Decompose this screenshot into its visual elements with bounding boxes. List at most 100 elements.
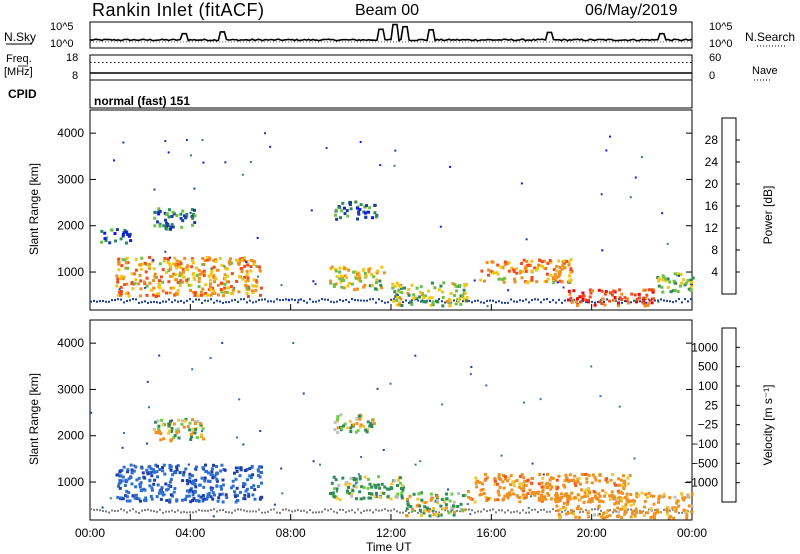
power-echo-cell	[453, 283, 457, 287]
velocity-gs-pixel	[204, 509, 206, 512]
velocity-echo-cell	[508, 491, 512, 495]
velocity-echo-cell	[199, 495, 203, 499]
velocity-echo-cell	[368, 492, 371, 495]
power-gs-pixel	[387, 301, 389, 304]
power-echo-cell	[115, 274, 119, 278]
velocity-echo-cell	[499, 477, 503, 481]
velocity-echo-cell	[685, 511, 689, 515]
velocity-echo-cell	[201, 466, 205, 470]
power-gs-pixel	[264, 298, 266, 301]
velocity-gs-pixel	[147, 508, 149, 511]
velocity-echo-cell	[336, 417, 340, 421]
velocity-noise-point	[414, 354, 417, 357]
velocity-echo-cell	[333, 487, 336, 491]
velocity-echo-cell	[150, 486, 154, 490]
velocity-echo-cell	[125, 495, 129, 499]
velocity-echo-cell	[598, 494, 602, 498]
power-echo-cell	[171, 210, 175, 214]
velocity-echo-cell	[198, 483, 202, 487]
power-echo-cell	[634, 300, 638, 304]
power-echo-cell	[671, 289, 675, 293]
power-echo-cell	[174, 263, 178, 267]
power-echo-cell	[380, 265, 384, 269]
power-echo-cell	[190, 257, 194, 261]
velocity-noise-point	[599, 395, 602, 398]
power-echo-cell	[193, 214, 197, 218]
velocity-echo-cell	[208, 480, 212, 483]
velocity-gs-pixel	[144, 509, 146, 512]
power-echo-cell	[461, 293, 465, 297]
velocity-echo-cell	[143, 488, 147, 492]
velocity-echo-cell	[568, 494, 572, 498]
velocity-echo-cell	[617, 491, 621, 495]
velocity-echo-cell	[628, 474, 632, 478]
power-noise-point	[640, 156, 643, 159]
power-echo-cell	[242, 258, 246, 262]
power-echo-cell	[555, 264, 559, 268]
power-echo-cell	[145, 284, 149, 288]
power-echo-cell	[178, 284, 182, 288]
power-ytick-label: 3000	[57, 172, 84, 186]
power-echo-cell	[548, 259, 552, 262]
power-gs-pixel	[681, 301, 683, 304]
velocity-gs-pixel	[99, 509, 101, 512]
nave-tick-bottom: 0	[709, 70, 716, 82]
power-echo-cell	[567, 279, 571, 283]
velocity-gs-pixel	[546, 510, 548, 513]
power-echo-cell	[185, 266, 189, 269]
velocity-echo-cell	[378, 495, 382, 499]
power-echo-cell	[620, 298, 624, 301]
power-echo-cell	[204, 283, 208, 287]
power-echo-cell	[554, 279, 558, 283]
velocity-gs-pixel	[582, 510, 584, 513]
power-echo-cell	[250, 289, 254, 293]
velocity-echo-cell	[665, 508, 669, 512]
velocity-noise-point	[539, 398, 542, 401]
velocity-gs-pixel	[261, 511, 263, 514]
velocity-echo-cell	[460, 508, 464, 512]
velocity-echo-cell	[187, 494, 191, 498]
power-echo-cell	[156, 220, 159, 224]
power-gs-pixel	[483, 301, 485, 304]
velocity-echo-cell	[570, 491, 574, 495]
velocity-echo-cell	[518, 500, 522, 504]
power-echo-cell	[200, 293, 203, 297]
power-gs-pixel	[585, 300, 587, 303]
power-gs-pixel	[660, 298, 662, 301]
velocity-echo-cell	[162, 437, 166, 441]
power-echo-cell	[549, 273, 553, 277]
power-echo-cell	[131, 287, 135, 291]
velocity-echo-cell	[159, 438, 163, 442]
power-echo-cell	[193, 293, 197, 297]
velocity-echo-cell	[177, 427, 180, 431]
velocity-echo-cell	[233, 493, 237, 497]
power-echo-cell	[124, 261, 128, 265]
velocity-echo-cell	[349, 477, 353, 480]
velocity-noise-point	[360, 455, 363, 458]
velocity-echo-cell	[673, 495, 677, 499]
power-noise-point	[314, 283, 317, 286]
power-echo-cell	[567, 263, 571, 267]
velocity-echo-cell	[205, 497, 209, 501]
velocity-echo-cell	[429, 492, 433, 496]
velocity-echo-cell	[369, 422, 373, 426]
velocity-echo-cell	[203, 479, 207, 483]
velocity-gs-pixel	[360, 511, 362, 514]
velocity-echo-cell	[496, 482, 499, 486]
power-echo-cell	[612, 298, 616, 302]
power-gs-pixel	[234, 298, 236, 301]
velocity-echo-cell	[652, 513, 656, 517]
velocity-echo-cell	[469, 496, 472, 500]
power-echo-cell	[462, 297, 466, 301]
velocity-echo-cell	[564, 473, 568, 477]
power-gs-pixel	[273, 300, 275, 303]
power-echo-cell	[623, 296, 627, 300]
velocity-gs-pixel	[471, 509, 473, 512]
power-echo-cell	[158, 209, 162, 213]
velocity-gs-pixel	[237, 508, 239, 511]
power-echo-cell	[154, 210, 158, 214]
velocity-echo-cell	[210, 470, 214, 474]
velocity-noise-point	[221, 341, 224, 344]
velocity-gs-pixel	[396, 510, 398, 513]
power-echo-cell	[588, 295, 592, 299]
